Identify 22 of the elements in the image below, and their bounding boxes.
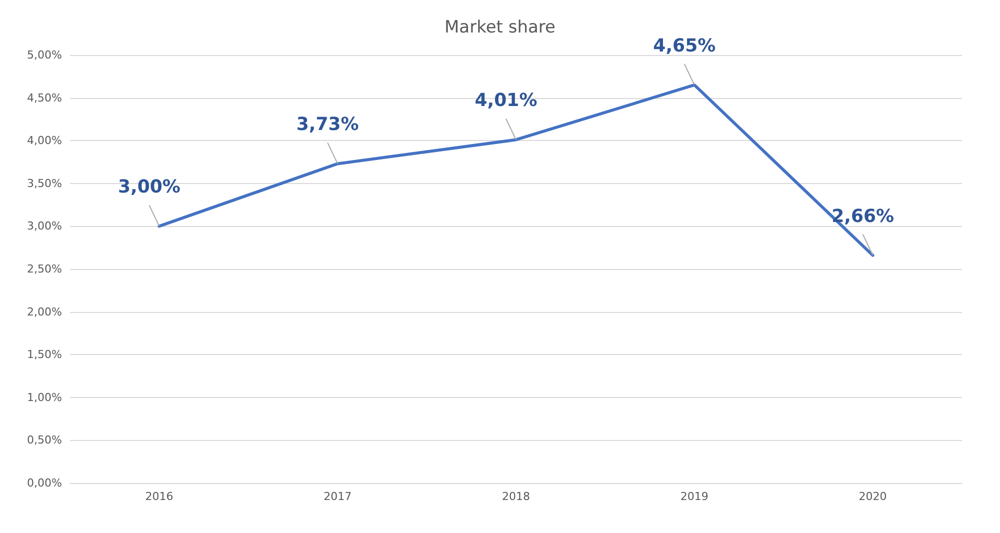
data-label: 2,66% bbox=[832, 206, 894, 227]
y-tick-label: 2,50% bbox=[27, 262, 62, 276]
data-label: 4,65% bbox=[653, 35, 716, 56]
x-tick-label: 2019 bbox=[680, 490, 708, 503]
y-tick-label: 1,50% bbox=[27, 348, 62, 362]
x-tick-label: 2018 bbox=[502, 490, 530, 503]
data-label: 3,00% bbox=[118, 176, 180, 198]
y-tick-label: 0,50% bbox=[27, 434, 62, 447]
chart-title: Market share bbox=[444, 18, 556, 38]
y-tick-label: 2,00% bbox=[27, 305, 62, 318]
y-tick-label: 5,00% bbox=[27, 48, 62, 62]
y-tick-label: 0,00% bbox=[27, 476, 62, 490]
x-tick-label: 2017 bbox=[324, 490, 352, 503]
y-tick-label: 3,00% bbox=[27, 220, 62, 233]
y-tick-label: 1,00% bbox=[27, 390, 62, 404]
x-tick-label: 2020 bbox=[858, 490, 887, 503]
y-tick-label: 3,50% bbox=[27, 176, 62, 190]
data-label: 4,01% bbox=[474, 90, 538, 112]
x-tick-label: 2016 bbox=[145, 490, 174, 503]
y-tick-label: 4,50% bbox=[27, 91, 62, 104]
y-tick-label: 4,00% bbox=[27, 134, 62, 148]
data-label: 3,73% bbox=[296, 114, 359, 136]
